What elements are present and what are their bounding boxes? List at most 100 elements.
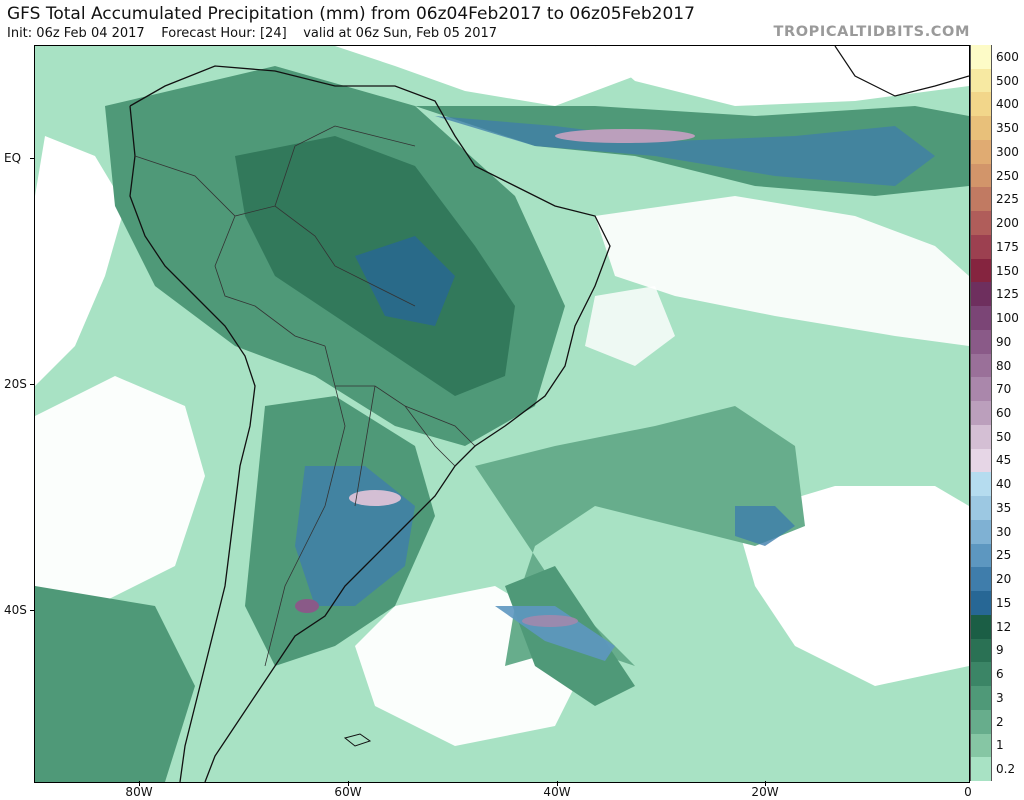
precip-heavy-region bbox=[355, 236, 455, 326]
colorbar-level: 225 bbox=[970, 187, 1022, 212]
colorbar-label: 200 bbox=[996, 216, 1019, 231]
init-time: Init: 06z Feb 04 2017 bbox=[7, 26, 145, 41]
colorbar-swatch bbox=[970, 306, 992, 330]
colorbar-label: 100 bbox=[996, 311, 1019, 326]
colorbar-label: 15 bbox=[996, 595, 1012, 610]
colorbar-label: 9 bbox=[996, 643, 1004, 658]
colorbar-label: 12 bbox=[996, 619, 1012, 634]
precip-heavy-region bbox=[735, 506, 795, 546]
colorbar-swatch bbox=[970, 472, 992, 497]
precip-max bbox=[349, 490, 401, 506]
colorbar-label: 70 bbox=[996, 382, 1012, 397]
map-canvas bbox=[35, 46, 969, 782]
colorbar-label: 60 bbox=[996, 405, 1012, 420]
lon-label-60w: 60W bbox=[334, 785, 362, 799]
colorbar-swatch bbox=[970, 733, 992, 758]
lon-tick bbox=[348, 781, 349, 786]
map-title: GFS Total Accumulated Precipitation (mm)… bbox=[7, 4, 695, 24]
colorbar-swatch bbox=[970, 543, 992, 568]
colorbar-level: 175 bbox=[970, 234, 1022, 259]
lat-tick bbox=[30, 610, 35, 611]
colorbar-label: 600 bbox=[996, 49, 1019, 64]
colorbar-swatch bbox=[970, 591, 992, 615]
lat-label-20s: 20S bbox=[4, 377, 27, 391]
colorbar-label: 35 bbox=[996, 500, 1012, 515]
colorbar-swatch bbox=[970, 116, 992, 140]
colorbar-level: 45 bbox=[970, 448, 1022, 473]
dry-area bbox=[35, 136, 125, 386]
colorbar-swatch bbox=[970, 662, 992, 687]
colorbar-label: 250 bbox=[996, 168, 1019, 183]
colorbar-label: 300 bbox=[996, 144, 1019, 159]
colorbar-label: 125 bbox=[996, 287, 1019, 302]
country-borders bbox=[134, 125, 476, 667]
dry-area bbox=[595, 46, 969, 106]
colorbar-level: 9 bbox=[970, 638, 1022, 663]
colorbar-swatch bbox=[970, 496, 992, 520]
colorbar-swatch bbox=[970, 638, 992, 663]
colorbar-swatch bbox=[970, 519, 992, 544]
colorbar-level: 125 bbox=[970, 282, 1022, 307]
source-watermark: TROPICALTIDBITS.COM bbox=[773, 24, 970, 40]
precip-moderate-region bbox=[35, 586, 195, 782]
falklands bbox=[343, 733, 372, 747]
colorbar-label: 350 bbox=[996, 121, 1019, 136]
colorbar-level: 25 bbox=[970, 543, 1022, 568]
precipitation-map bbox=[34, 45, 970, 783]
colorbar-label: 80 bbox=[996, 358, 1012, 373]
colorbar-label: 6 bbox=[996, 667, 1004, 682]
lon-label-80w: 80W bbox=[125, 785, 153, 799]
colorbar-label: 90 bbox=[996, 334, 1012, 349]
colorbar-swatch bbox=[970, 163, 992, 188]
colorbar-swatch bbox=[970, 709, 992, 734]
precip-colorbar: 600 500 400 350 300 250 225 200 175 150 125 100 90 80… bbox=[970, 45, 1022, 781]
colorbar-swatch bbox=[970, 448, 992, 473]
colorbar-level: 50 bbox=[970, 424, 1022, 449]
lat-tick bbox=[30, 384, 35, 385]
colorbar-swatch bbox=[970, 258, 992, 283]
colorbar-level: 350 bbox=[970, 116, 1022, 140]
colorbar-swatch bbox=[970, 377, 992, 402]
colorbar-level: 40 bbox=[970, 472, 1022, 497]
precip-max bbox=[522, 615, 578, 627]
colorbar-level: 70 bbox=[970, 377, 1022, 402]
colorbar-label: 2 bbox=[996, 714, 1004, 729]
colorbar-level: 300 bbox=[970, 139, 1022, 164]
colorbar-level: 15 bbox=[970, 591, 1022, 615]
colorbar-level: 12 bbox=[970, 614, 1022, 639]
colorbar-swatch bbox=[970, 211, 992, 235]
colorbar-swatch bbox=[970, 567, 992, 592]
dry-area bbox=[735, 486, 969, 686]
colorbar-label: 30 bbox=[996, 524, 1012, 539]
colorbar-level: 1 bbox=[970, 733, 1022, 758]
colorbar-swatch bbox=[970, 234, 992, 259]
dry-area bbox=[595, 196, 969, 346]
forecast-hour: Forecast Hour: [24] bbox=[161, 26, 287, 41]
colorbar-swatch bbox=[970, 686, 992, 710]
lon-label-20w: 20W bbox=[751, 785, 779, 799]
colorbar-label: 50 bbox=[996, 429, 1012, 444]
dry-area bbox=[335, 46, 635, 106]
colorbar-swatch bbox=[970, 329, 992, 354]
colorbar-level: 90 bbox=[970, 329, 1022, 354]
lon-tick bbox=[139, 781, 140, 786]
colorbar-level: 30 bbox=[970, 519, 1022, 544]
colorbar-label: 0.2 bbox=[996, 762, 1016, 777]
colorbar-swatch bbox=[970, 757, 992, 781]
colorbar-swatch bbox=[970, 614, 992, 639]
lat-label-40s: 40S bbox=[4, 603, 27, 617]
colorbar-level: 60 bbox=[970, 401, 1022, 425]
colorbar-label: 225 bbox=[996, 192, 1019, 207]
lon-tick bbox=[557, 781, 558, 786]
colorbar-label: 25 bbox=[996, 548, 1012, 563]
colorbar-label: 400 bbox=[996, 97, 1019, 112]
lon-tick bbox=[765, 781, 766, 786]
map-subtitle: Init: 06z Feb 04 2017 Forecast Hour: [24… bbox=[7, 26, 497, 41]
south-america-coastline bbox=[129, 65, 611, 782]
colorbar-level: 20 bbox=[970, 567, 1022, 592]
colorbar-level: 600 bbox=[970, 45, 1022, 69]
precip-max bbox=[555, 129, 695, 143]
dry-area bbox=[585, 286, 675, 366]
colorbar-level: 500 bbox=[970, 68, 1022, 93]
colorbar-label: 1 bbox=[996, 738, 1004, 753]
